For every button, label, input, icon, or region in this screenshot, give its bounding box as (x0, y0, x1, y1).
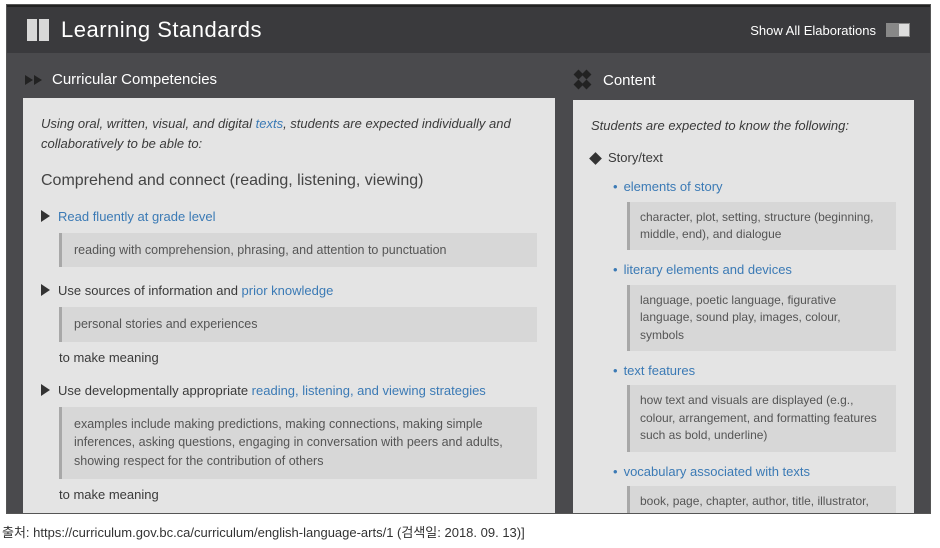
content-category: Story/text (591, 148, 896, 168)
content-item: • literary elements and devices language,… (613, 260, 896, 351)
competencies-intro: Using oral, written, visual, and digital… (41, 114, 537, 153)
competency-link[interactable]: prior knowledge (242, 283, 334, 298)
header-right: Show All Elaborations (750, 23, 910, 38)
content-item-head: • literary elements and devices (613, 260, 896, 280)
bullet-icon: • (613, 363, 618, 378)
intro-prefix: Using oral, written, visual, and digital (41, 116, 256, 131)
section-title: Comprehend and connect (reading, listeni… (41, 169, 537, 193)
bullet-icon: • (613, 262, 618, 277)
bullet-icon: • (613, 179, 618, 194)
competency-link[interactable]: reading, listening, and viewing strategi… (252, 383, 486, 398)
content-list: • elements of story character, plot, sett… (613, 177, 896, 514)
texts-link[interactable]: texts (256, 116, 283, 131)
competency-head[interactable]: Read fluently at grade level (41, 207, 537, 227)
app-root: Learning Standards Show All Elaborations… (0, 4, 940, 541)
toggle-label: Show All Elaborations (750, 23, 876, 38)
competency-item: Use developmentally appropriate reading,… (41, 381, 537, 504)
columns-icon (27, 19, 49, 41)
content-item-head: • vocabulary associated with texts (613, 462, 896, 482)
competencies-title: Curricular Competencies (52, 71, 217, 88)
content-link[interactable]: literary elements and devices (624, 262, 792, 277)
comp-prefix: Use developmentally appropriate (58, 383, 252, 398)
expand-icon (41, 284, 50, 296)
content-intro: Students are expected to know the follow… (591, 116, 896, 136)
content-elaboration: character, plot, setting, structure (beg… (627, 202, 896, 251)
competency-head[interactable]: Use sources of information and prior kno… (41, 281, 537, 301)
bullet-icon: • (613, 464, 618, 479)
page-title: Learning Standards (61, 17, 262, 43)
source-citation: 출처: https://curriculum.gov.bc.ca/curricu… (0, 514, 940, 541)
arrows-icon (25, 75, 42, 85)
elaboration: personal stories and experiences (59, 307, 537, 342)
content-link[interactable]: text features (624, 363, 696, 378)
content-item: • text features how text and visuals are … (613, 361, 896, 452)
competency-text: Use sources of information and prior kno… (58, 281, 333, 301)
content-link[interactable]: vocabulary associated with texts (624, 464, 810, 479)
competency-head[interactable]: Use developmentally appropriate reading,… (41, 381, 537, 401)
elaborations-toggle[interactable] (886, 23, 910, 37)
content-title: Content (603, 72, 656, 89)
content-item-head: • elements of story (613, 177, 896, 197)
content-panel: Students are expected to know the follow… (573, 100, 914, 514)
competencies-header: Curricular Competencies (23, 67, 555, 98)
expand-icon (41, 384, 50, 396)
category-label: Story/text (608, 150, 663, 165)
competency-text: Read fluently at grade level (58, 207, 216, 227)
content-elaboration: language, poetic language, figurative la… (627, 285, 896, 351)
content-item-head: • text features (613, 361, 896, 381)
header-bar: Learning Standards Show All Elaborations (7, 5, 930, 53)
column-content: Content Students are expected to know th… (573, 67, 914, 514)
diamond-icon (589, 152, 602, 165)
content-elaboration: how text and visuals are displayed (e.g.… (627, 385, 896, 451)
diamonds-icon (575, 71, 593, 90)
expand-icon (41, 210, 50, 222)
elaboration: examples include making predictions, mak… (59, 407, 537, 479)
header-left: Learning Standards (27, 17, 262, 43)
competency-text: Use developmentally appropriate reading,… (58, 381, 486, 401)
columns: Curricular Competencies Using oral, writ… (7, 53, 930, 514)
content-item: • vocabulary associated with texts book, … (613, 462, 896, 514)
content-header: Content (573, 67, 914, 100)
competency-item: Read fluently at grade level reading wit… (41, 207, 537, 267)
competency-trail: to make meaning (59, 485, 537, 505)
column-competencies: Curricular Competencies Using oral, writ… (23, 67, 555, 514)
comp-prefix: Use sources of information and (58, 283, 242, 298)
competencies-panel: Using oral, written, visual, and digital… (23, 98, 555, 514)
screenshot-crop: Learning Standards Show All Elaborations… (6, 4, 931, 514)
competency-link[interactable]: Read fluently at grade level (58, 209, 216, 224)
competency-trail: to make meaning (59, 348, 537, 368)
content-elaboration: book, page, chapter, author, title, illu… (627, 486, 896, 514)
content-link[interactable]: elements of story (624, 179, 723, 194)
competency-item: Use sources of information and prior kno… (41, 281, 537, 367)
elaboration: reading with comprehension, phrasing, an… (59, 233, 537, 268)
content-item: • elements of story character, plot, sett… (613, 177, 896, 250)
